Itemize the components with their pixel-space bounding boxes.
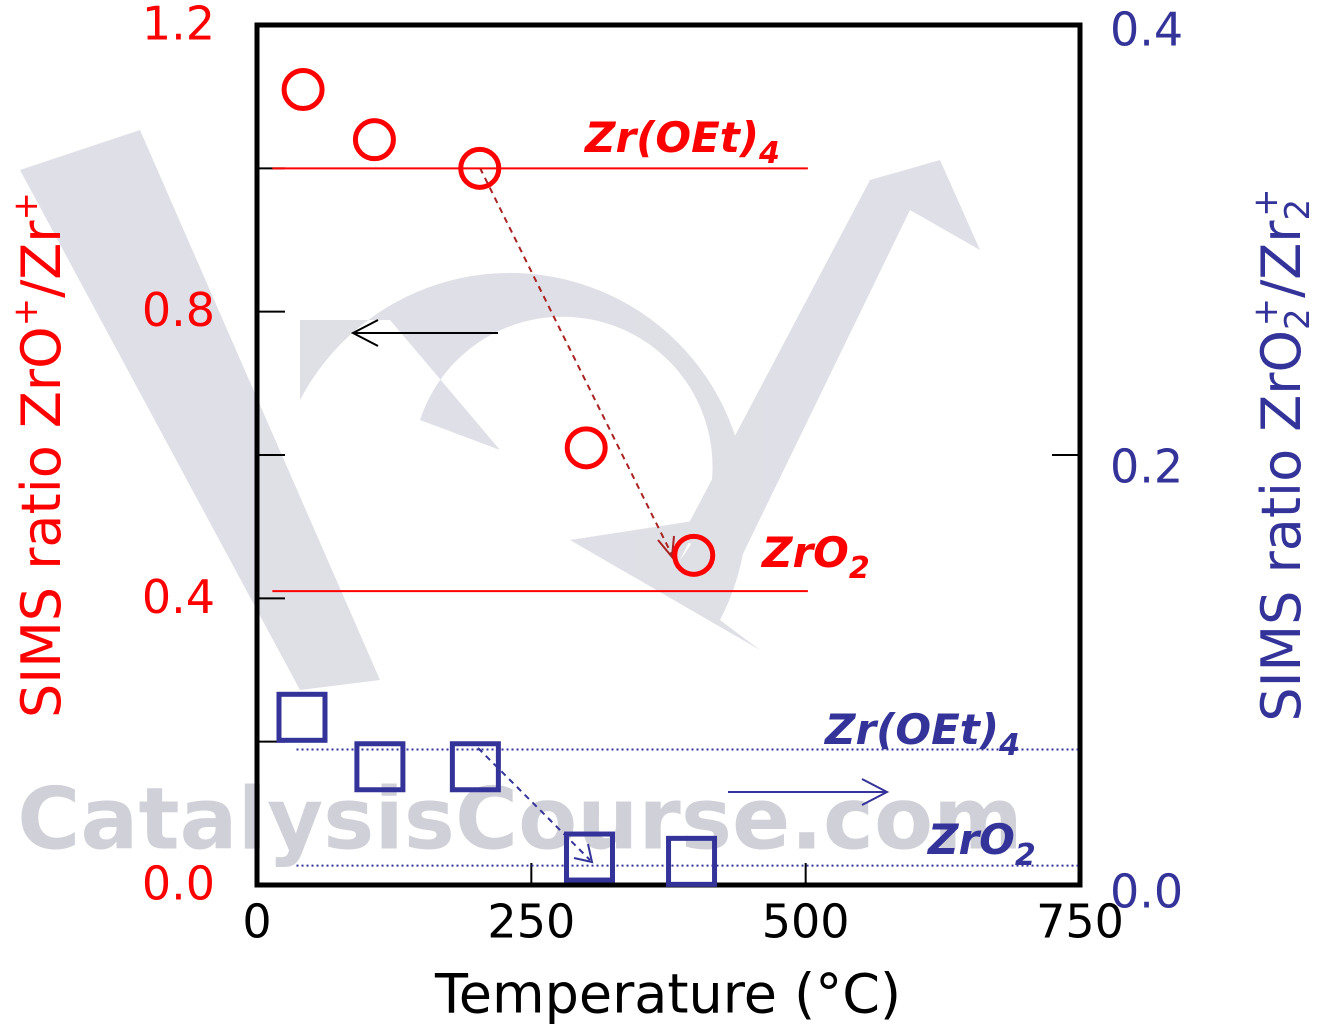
axis-title-part: + [1246, 298, 1286, 327]
axis-title-part: + [6, 298, 46, 327]
axis-title-part: + [1246, 188, 1286, 217]
reference-label-sub: 4 [758, 136, 780, 171]
data-point [279, 694, 325, 740]
reference-label-text: Zr(OEt) [823, 705, 999, 754]
y2-axis-title: SIMS ratio ZrO2+/Zr2+ [1246, 188, 1318, 721]
data-point [355, 121, 393, 159]
reference-label: ZrO2 [760, 528, 870, 586]
y-axis-title: SIMS ratio ZrO+/Zr+ [6, 192, 73, 718]
reference-label-sub: 2 [849, 551, 870, 586]
annotation-arrows [353, 168, 887, 862]
reference-label-text: Zr(OEt) [583, 113, 759, 162]
y-tick-label: 0.8 [142, 283, 215, 337]
reference-label: Zr(OEt)4 [823, 705, 1020, 763]
reference-label-text: ZrO [760, 528, 849, 577]
axis-title-part: /Zr [1250, 220, 1313, 298]
axis-title-part: + [6, 192, 46, 221]
axis-title-part: /Zr [10, 220, 73, 298]
reference-label-sub: 2 [1015, 838, 1036, 873]
reference-label-text: ZrO [926, 815, 1015, 864]
y2-tick-label: 0.2 [1110, 440, 1183, 494]
y-tick-label: 1.2 [142, 0, 215, 51]
y2-tick-label: 0.0 [1110, 865, 1183, 919]
data-point [284, 71, 322, 109]
reference-label: Zr(OEt)4 [583, 113, 780, 171]
x-tick-label: 500 [762, 895, 850, 949]
y-tick-label: 0.4 [142, 570, 215, 624]
reference-label-sub: 4 [998, 728, 1020, 763]
x-tick-label: 250 [487, 895, 575, 949]
data-point [567, 429, 605, 467]
y2-tick-label: 0.4 [1110, 3, 1183, 57]
chart: CatalysisCourse.com 02505007500.00.40.81… [0, 0, 1323, 1035]
x-tick-label: 0 [242, 895, 271, 949]
x-axis-title: Temperature (°C) [434, 963, 901, 1026]
axis-title-part: SIMS ratio ZrO [1250, 330, 1313, 722]
y-tick-label: 0.0 [142, 857, 215, 911]
axis-title-part: SIMS ratio ZrO [10, 326, 73, 718]
